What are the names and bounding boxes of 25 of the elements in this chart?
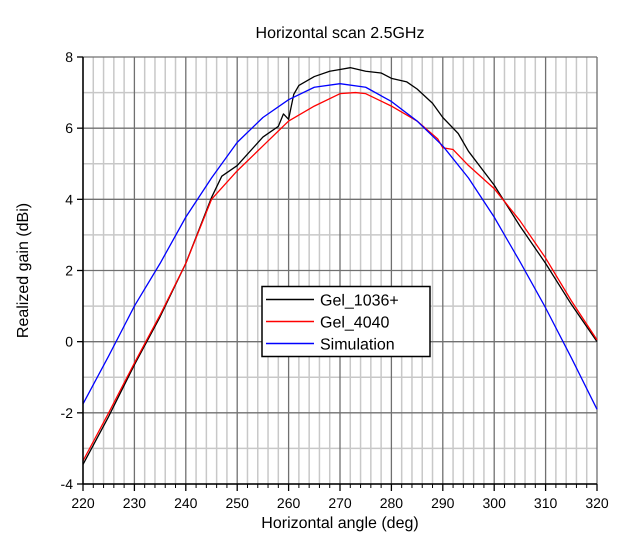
x-tick-label: 240 [174, 495, 198, 511]
y-tick-label: 6 [65, 120, 74, 136]
legend-label: Gel_1036+ [320, 292, 399, 310]
legend-label: Simulation [320, 336, 395, 354]
x-tick-label: 260 [276, 495, 300, 511]
y-tick-label: -4 [60, 476, 74, 492]
y-tick-label: 0 [65, 334, 74, 350]
x-tick-label: 250 [226, 495, 250, 511]
line-series [82, 83, 598, 410]
y-tick-label: -2 [60, 404, 74, 421]
x-axis-title: Horizontal angle (deg) [261, 515, 419, 532]
y-tick-label: 8 [65, 49, 74, 65]
x-tick-label: 230 [122, 495, 146, 511]
y-axis-title: Realized gain (dBi) [15, 202, 32, 338]
x-tick-label: 300 [482, 495, 506, 511]
chart-title: Horizontal scan 2.5GHz [256, 25, 424, 42]
x-tick-label: 220 [71, 495, 95, 511]
x-tick-label: 270 [328, 495, 352, 511]
legend-label: Gel_4040 [320, 314, 390, 332]
x-tick-label: 290 [431, 495, 455, 511]
y-tick-label: 2 [65, 262, 74, 278]
x-tick-label: 320 [585, 495, 609, 511]
x-tick-label: 280 [380, 495, 404, 511]
x-tick-label: 310 [534, 495, 558, 511]
y-tick-label: 4 [65, 191, 74, 208]
